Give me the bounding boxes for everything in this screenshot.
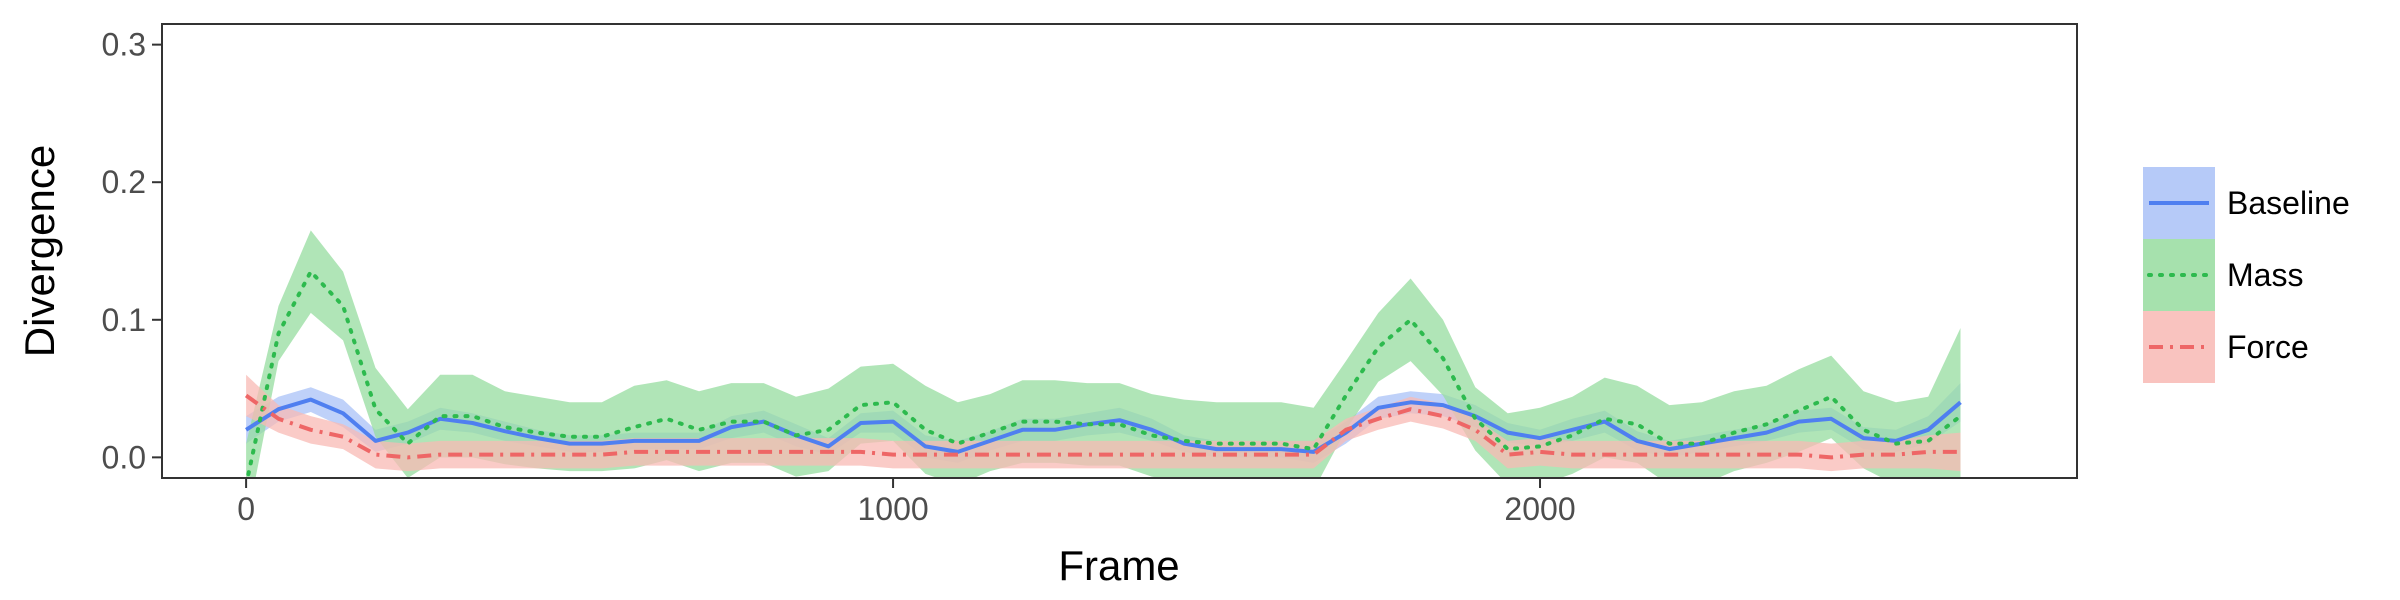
legend-item-force: Force xyxy=(2143,311,2309,383)
legend-item-baseline: Baseline xyxy=(2143,167,2350,239)
line-force xyxy=(244,393,1961,460)
band-force xyxy=(246,374,1961,472)
plot-panel-border xyxy=(161,23,2078,479)
legend-item-mass: Mass xyxy=(2143,239,2303,311)
line-mass xyxy=(245,269,1963,478)
y-tick-label: 0.0 xyxy=(102,439,146,475)
legend: Baseline Mass Force xyxy=(2143,167,2350,383)
legend-label-force: Force xyxy=(2227,329,2309,365)
y-axis-title: Divergence xyxy=(16,145,63,357)
x-tick-label: 0 xyxy=(237,491,255,527)
y-tick-label: 0.3 xyxy=(102,27,146,63)
x-axis-title: Frame xyxy=(1058,542,1179,589)
y-tick-label: 0.2 xyxy=(102,164,146,200)
x-tick-label: 2000 xyxy=(1504,491,1575,527)
legend-label-baseline: Baseline xyxy=(2227,185,2350,221)
band-mass xyxy=(246,230,1961,478)
x-axis: 0 1000 2000 xyxy=(237,478,1576,527)
series-lines xyxy=(244,269,1963,478)
y-tick-label: 0.1 xyxy=(102,302,146,338)
line-baseline xyxy=(245,397,1962,454)
y-axis: 0.0 0.1 0.2 0.3 xyxy=(102,27,162,475)
x-tick-label: 1000 xyxy=(857,491,928,527)
legend-label-mass: Mass xyxy=(2227,257,2303,293)
